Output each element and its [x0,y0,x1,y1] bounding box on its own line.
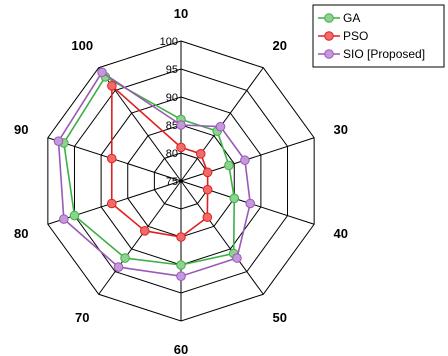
category-label: 90 [14,122,28,137]
series-group [106,81,213,242]
data-point [176,120,186,130]
legend-marker [324,31,334,41]
legend-marker [324,13,334,23]
data-point [245,198,256,209]
data-point [240,155,250,166]
data-point [229,193,240,204]
radial-tick-label: 80 [166,148,178,160]
data-point [139,226,150,236]
category-label: 50 [273,310,287,325]
data-point [195,149,206,159]
data-point [176,260,186,270]
data-point [53,136,64,146]
legend-box [312,4,445,68]
category-label: 70 [75,310,89,325]
data-point [106,153,117,164]
data-point [202,167,213,178]
data-point [69,210,80,221]
legend: GA PSO SIO [Proposed] [312,4,445,68]
data-point [59,214,69,224]
legend-label: SIO [Proposed] [343,47,425,61]
data-point [202,184,213,195]
data-point [176,232,186,242]
radial-tick-label: 85 [166,120,178,132]
radial-tick-label: 90 [166,92,178,104]
data-point [113,262,124,272]
data-point [232,253,242,263]
category-label: 80 [14,226,28,241]
legend-label: GA [343,11,360,25]
category-label: 40 [334,226,348,241]
series-group [53,67,256,282]
legend-marker [324,49,334,59]
data-point [97,67,107,78]
category-label: 30 [334,122,348,137]
series-line [110,84,209,238]
spoke-line [180,180,264,295]
data-point [202,212,213,223]
radial-tick-label: 95 [166,64,178,76]
data-point [215,121,226,132]
legend-label: PSO [343,29,368,43]
data-point [120,253,130,263]
radial-tick-label: 100 [160,36,178,48]
category-labels: 10 20 30 40 50 60 70 80 90 100 [14,6,348,356]
category-label: 10 [174,6,188,21]
data-point [176,142,186,153]
radial-tick-labels: 75 80 85 90 95 100 [160,36,178,188]
radial-tick-label: 75 [166,176,178,188]
data-point [176,271,186,282]
series-lines [53,67,256,282]
data-point [106,198,117,209]
data-point [224,160,234,171]
category-label: 60 [174,342,188,356]
category-label: 20 [273,38,287,53]
spoke-line [98,180,182,295]
data-point [107,81,117,91]
category-label: 100 [71,38,93,53]
